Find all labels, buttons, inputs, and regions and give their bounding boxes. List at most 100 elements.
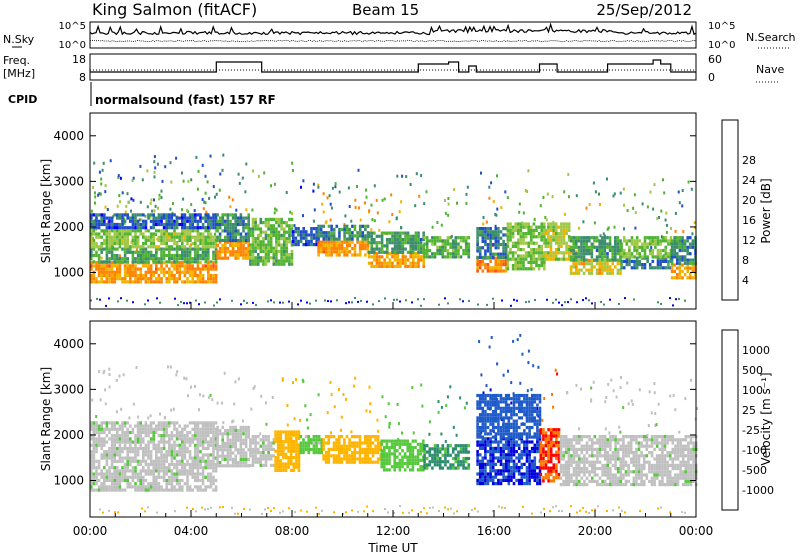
data-cell-0 bbox=[181, 453, 184, 457]
data-cell-6 bbox=[251, 237, 255, 241]
data-cell-0 bbox=[183, 482, 187, 486]
data-cell-2 bbox=[173, 235, 176, 239]
data-cell-14 bbox=[497, 246, 500, 250]
data-cell-1 bbox=[178, 253, 181, 258]
data-cell-scatter-3 bbox=[169, 207, 172, 211]
data-cell-20 bbox=[651, 236, 655, 240]
data-cell-0 bbox=[147, 264, 150, 268]
data-cell-11 bbox=[378, 247, 381, 251]
data-cell-5 bbox=[335, 444, 338, 448]
data-cell-3 bbox=[105, 226, 109, 230]
data-cell-scatter-5 bbox=[235, 208, 238, 212]
data-cell-0 bbox=[100, 472, 103, 476]
data-cell-0 bbox=[134, 270, 137, 274]
data-cell-19 bbox=[651, 266, 655, 270]
data-cell-scatter-11 bbox=[400, 226, 402, 230]
data-cell-0 bbox=[209, 453, 213, 457]
data-cell-3 bbox=[100, 222, 103, 227]
data-cell-0 bbox=[136, 446, 140, 451]
data-cell-scatter-20 bbox=[653, 183, 656, 187]
data-cell-0 bbox=[214, 440, 218, 444]
data-cell-10 bbox=[378, 261, 381, 265]
data-cell-0 bbox=[191, 427, 194, 431]
data-cell-0 bbox=[126, 478, 129, 483]
data-cell-5 bbox=[229, 219, 232, 223]
data-cell-1 bbox=[90, 253, 93, 258]
data-cell-17 bbox=[590, 262, 594, 266]
data-cell-0 bbox=[183, 440, 187, 444]
data-cell-0 bbox=[100, 280, 103, 284]
data-cell-3 bbox=[183, 222, 187, 227]
data-cell-2 bbox=[183, 238, 187, 242]
data-cell-4 bbox=[244, 250, 248, 254]
colorbar-tick-label: 8 bbox=[742, 254, 749, 267]
data-cell-8 bbox=[481, 456, 485, 460]
data-cell-0 bbox=[123, 475, 127, 479]
data-cell-scatter-11 bbox=[396, 174, 399, 178]
data-cell-5 bbox=[348, 457, 351, 461]
data-cell-0 bbox=[196, 485, 200, 489]
data-cell-4 bbox=[237, 243, 240, 247]
data-cell-scatter-19 bbox=[652, 207, 655, 211]
data-cell-9 bbox=[343, 231, 346, 235]
data-cell-11 bbox=[404, 247, 407, 251]
data-cell-22 bbox=[670, 248, 674, 253]
data-cell-11 bbox=[393, 250, 397, 254]
data-cell-scatter-0 bbox=[159, 412, 161, 416]
data-cell-15 bbox=[535, 241, 538, 245]
data-cell-3 bbox=[123, 226, 127, 230]
data-cell-4 bbox=[218, 256, 222, 260]
data-cell-scatter-6 bbox=[387, 402, 390, 406]
data-cell-8 bbox=[345, 250, 349, 254]
data-cell-6 bbox=[406, 455, 409, 459]
data-cell-5 bbox=[322, 454, 325, 458]
data-cell-1 bbox=[118, 257, 122, 261]
data-cell-8 bbox=[478, 459, 482, 463]
data-cell-5 bbox=[376, 447, 380, 451]
data-cell-7 bbox=[292, 243, 295, 247]
data-cell-scatter-7 bbox=[440, 405, 443, 409]
data-cell-17 bbox=[588, 262, 591, 266]
data-cell-15 bbox=[506, 241, 510, 245]
data-cell-0 bbox=[194, 485, 197, 489]
data-cell-0 bbox=[199, 443, 202, 447]
data-cell-0 bbox=[204, 466, 207, 470]
data-cell-3 bbox=[173, 219, 176, 223]
data-cell-8 bbox=[358, 243, 362, 247]
data-cell-3 bbox=[297, 443, 301, 447]
data-cell-10 bbox=[422, 261, 425, 265]
data-cell-0 bbox=[168, 482, 171, 486]
data-cell-0 bbox=[123, 277, 127, 281]
data-cell-1 bbox=[204, 253, 207, 258]
data-cell-5 bbox=[247, 232, 250, 236]
data-cell-18 bbox=[603, 245, 607, 249]
data-cell-17 bbox=[616, 268, 620, 272]
freq-right-label: Nave bbox=[756, 63, 784, 76]
data-cell-13 bbox=[486, 266, 490, 270]
data-cell-0 bbox=[207, 273, 210, 278]
data-cell-1 bbox=[229, 451, 232, 455]
data-cell-16 bbox=[547, 244, 550, 248]
data-cell-0 bbox=[113, 472, 116, 476]
data-cell-scatter-0 bbox=[91, 398, 94, 402]
data-cell-11 bbox=[406, 234, 410, 238]
data-cell-6 bbox=[288, 224, 291, 228]
data-cell-0 bbox=[191, 270, 194, 274]
data-cell-scatter-6 bbox=[388, 422, 391, 426]
data-cell-2 bbox=[121, 238, 124, 242]
data-cell-3 bbox=[100, 216, 103, 220]
data-cell-5 bbox=[247, 229, 250, 233]
data-cell-1 bbox=[142, 257, 145, 261]
data-cell-18 bbox=[614, 239, 617, 243]
data-cell-17 bbox=[598, 262, 601, 266]
data-cell-0 bbox=[160, 427, 163, 431]
data-cell-9 bbox=[364, 224, 367, 228]
data-cell-0 bbox=[188, 440, 192, 444]
data-cell-10 bbox=[396, 255, 399, 259]
data-cell-4 bbox=[320, 444, 323, 448]
data-cell-1 bbox=[234, 438, 237, 442]
data-cell-6 bbox=[380, 442, 383, 446]
data-cell-2 bbox=[100, 242, 103, 246]
data-cell-2 bbox=[92, 232, 96, 236]
data-cell-8 bbox=[489, 440, 492, 444]
